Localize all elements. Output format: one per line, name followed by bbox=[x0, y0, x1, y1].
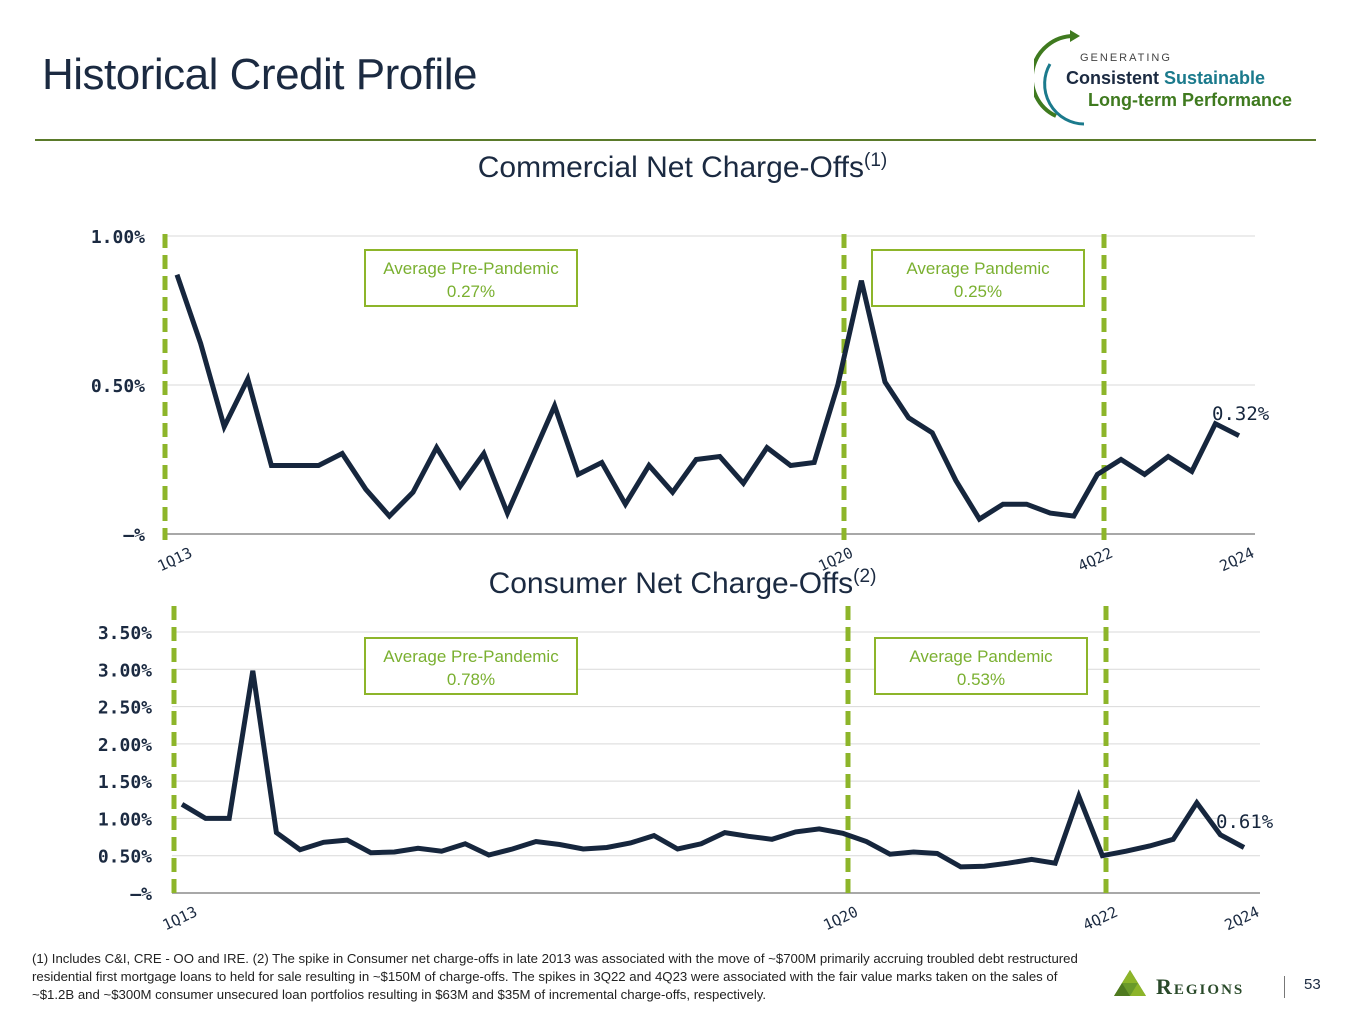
commercial-annotation-title: Average Pandemic bbox=[906, 259, 1050, 278]
consumer-annotation-title: Average Pandemic bbox=[909, 647, 1053, 666]
commercial-annotation-title: Average Pre-Pandemic bbox=[383, 259, 559, 278]
consumer-chart-title: Consumer Net Charge-Offs(2) bbox=[0, 566, 1365, 601]
consumer-x-tick-label: 4Q22 bbox=[1080, 903, 1120, 935]
consumer-y-tick-label: 2.50% bbox=[98, 698, 152, 719]
brand-separator bbox=[1284, 976, 1285, 998]
commercial-y-tick-label: 1.00% bbox=[91, 227, 145, 248]
commercial-nco-line bbox=[174, 273, 1241, 523]
consumer-x-tick-label: 1Q13 bbox=[160, 903, 200, 935]
logo-consistent: Consistent bbox=[1066, 68, 1160, 88]
commercial-title-text: Commercial Net Charge-Offs bbox=[477, 151, 864, 184]
consumer-y-tick-label: 1.50% bbox=[98, 772, 152, 793]
commercial-chart-title: Commercial Net Charge-Offs(1) bbox=[0, 150, 1365, 185]
commercial-y-tick-label: —% bbox=[123, 525, 145, 546]
regions-leaf-icon bbox=[1114, 970, 1146, 996]
consumer-annotation-value: 0.78% bbox=[447, 670, 495, 689]
commercial-annotation-box bbox=[364, 249, 578, 307]
consumer-annotation-value: 0.53% bbox=[957, 670, 1005, 689]
title-divider bbox=[35, 139, 1316, 141]
consumer-nco-line bbox=[180, 670, 1246, 870]
logo-arc-icon bbox=[1034, 30, 1085, 126]
consumer-x-tick-label: 2Q24 bbox=[1222, 903, 1262, 935]
commercial-end-value-label: 0.32% bbox=[1212, 403, 1270, 425]
regions-brand: Regions bbox=[1112, 966, 1342, 1006]
consumer-y-tick-label: 0.50% bbox=[98, 847, 152, 868]
consumer-title-text: Consumer Net Charge-Offs bbox=[488, 567, 854, 600]
logo-line2: Consistent Sustainable bbox=[1066, 68, 1265, 89]
consumer-y-tick-label: —% bbox=[130, 884, 152, 905]
commercial-annotation-box bbox=[871, 249, 1085, 307]
consumer-y-tick-label: 2.00% bbox=[98, 735, 152, 756]
logo-generating: GENERATING bbox=[1080, 52, 1172, 64]
consumer-y-tick-label: 3.00% bbox=[98, 660, 152, 681]
commercial-title-sup: (1) bbox=[864, 150, 888, 171]
footnote: (1) Includes C&I, CRE - OO and IRE. (2) … bbox=[32, 951, 1078, 1002]
consumer-y-tick-label: 1.00% bbox=[98, 809, 152, 830]
logo-line3: Long-term Performance bbox=[1088, 90, 1293, 110]
consumer-title-sup: (2) bbox=[853, 566, 877, 587]
consumer-net-charge-offs-chart: 3.50% 3.00% 2.50% 2.00% 1.50% 1.00% 0.50% —% Ave… bbox=[98, 606, 1274, 935]
logo-sustainable: Sustainable bbox=[1164, 68, 1266, 88]
page-title: Historical Credit Profile bbox=[42, 50, 477, 99]
generating-logo: GENERATING Consistent Sustainable Long-t… bbox=[1034, 24, 1334, 134]
consumer-y-tick-label: 3.50% bbox=[98, 623, 152, 644]
consumer-annotation-box bbox=[364, 637, 578, 695]
regions-wordmark: Regions bbox=[1156, 974, 1245, 999]
page-number: 53 bbox=[1304, 976, 1321, 993]
consumer-end-value-label: 0.61% bbox=[1216, 811, 1274, 833]
consumer-annotation-title: Average Pre-Pandemic bbox=[383, 647, 559, 666]
consumer-annotation-box bbox=[874, 637, 1088, 695]
commercial-net-charge-offs-chart: 1.00% 0.50% —% Average Pre-Pandemic 0.27% Ave… bbox=[91, 227, 1270, 575]
commercial-annotation-value: 0.27% bbox=[447, 282, 495, 301]
commercial-annotation-value: 0.25% bbox=[954, 282, 1002, 301]
consumer-x-tick-label: 1Q20 bbox=[821, 903, 861, 935]
commercial-y-tick-label: 0.50% bbox=[91, 376, 145, 397]
